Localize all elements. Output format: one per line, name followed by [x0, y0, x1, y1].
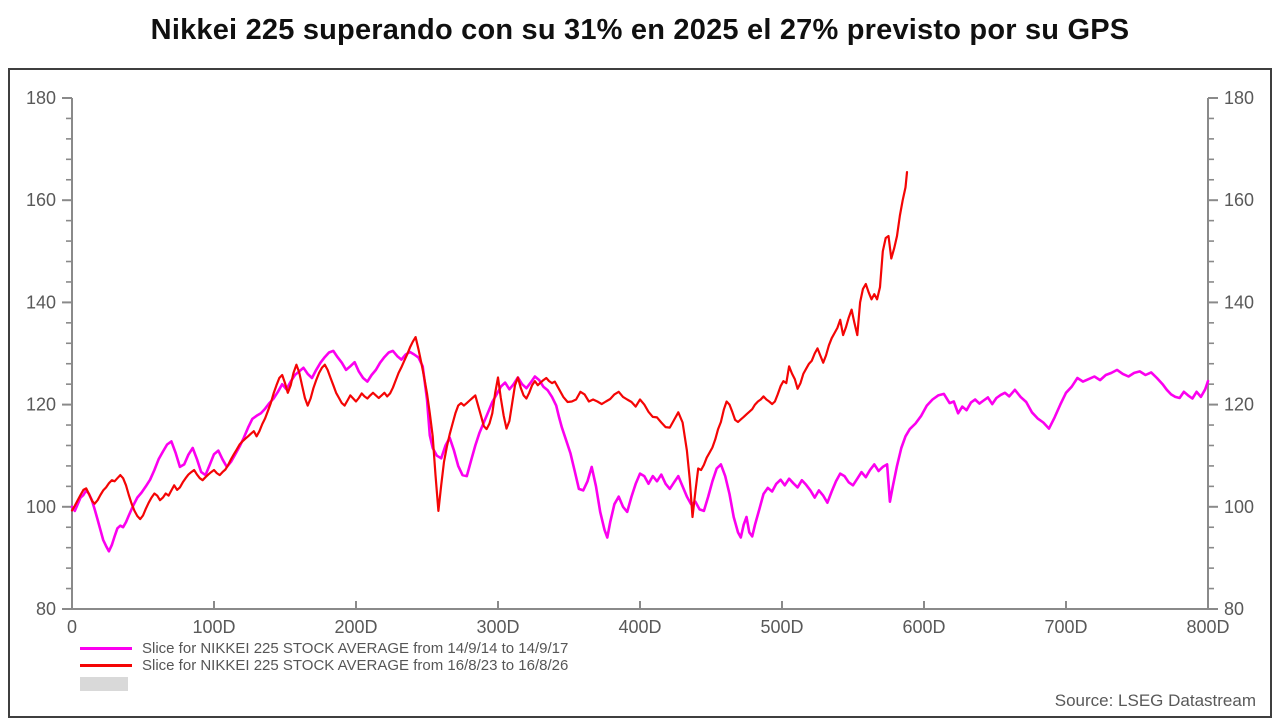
legend-line-swatch-magenta [80, 646, 132, 650]
y-tick-label-right: 160 [1224, 190, 1254, 210]
legend-label: Slice for NIKKEI 225 STOCK AVERAGE from … [142, 656, 569, 674]
y-tick-label-right: 120 [1224, 395, 1254, 415]
chart-svg: 80 80 100 100 120 120 140 140 160 160 180 180 0 100D 2… [26, 88, 1254, 637]
y-tick-label-right: 80 [1224, 599, 1244, 619]
y-tick-label-left: 160 [26, 190, 56, 210]
source-note: Source: LSEG Datastream [1054, 691, 1256, 710]
chart-frame: 80 80 100 100 120 120 140 140 160 160 180 180 0 100D 2… [8, 68, 1272, 718]
x-tick-label: 600D [902, 617, 945, 637]
y-tick-label-left: 140 [26, 292, 56, 312]
x-tick-label: 800D [1186, 617, 1229, 637]
y-tick-label-left: 120 [26, 395, 56, 415]
legend-line-swatch-red [80, 663, 132, 667]
x-tick-label: 0 [67, 617, 77, 637]
y-tick-label-right: 100 [1224, 497, 1254, 517]
legend-label: Slice for NIKKEI 225 STOCK AVERAGE from … [142, 639, 569, 657]
x-tick-label: 700D [1044, 617, 1087, 637]
legend-row: Slice for NIKKEI 225 STOCK AVERAGE from … [80, 656, 569, 674]
legend-extra-gray-swatch [80, 677, 128, 691]
x-tick-label: 500D [760, 617, 803, 637]
x-tick-label: 100D [192, 617, 235, 637]
y-tick-label-left: 100 [26, 497, 56, 517]
x-tick-label: 400D [618, 617, 661, 637]
series-line-0 [70, 349, 1210, 553]
y-tick-label-left: 80 [36, 599, 56, 619]
y-tick-label-right: 180 [1224, 88, 1254, 108]
chart-legend: Slice for NIKKEI 225 STOCK AVERAGE from … [80, 640, 568, 691]
x-tick-label: 200D [334, 617, 377, 637]
page-title: Nikkei 225 superando con su 31% en 2025 … [150, 14, 1130, 46]
series-line-1 [70, 170, 909, 521]
legend-row: Slice for NIKKEI 225 STOCK AVERAGE from … [80, 639, 569, 657]
y-tick-label-right: 140 [1224, 292, 1254, 312]
y-tick-label-left: 180 [26, 88, 56, 108]
x-tick-label: 300D [476, 617, 519, 637]
